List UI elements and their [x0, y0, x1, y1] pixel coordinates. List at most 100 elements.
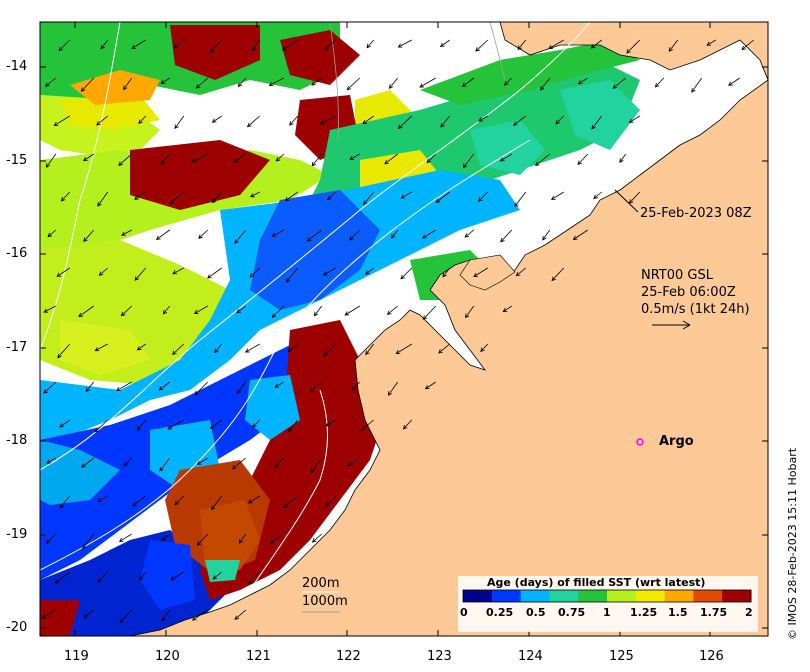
current-arrow	[516, 267, 526, 277]
current-arrow	[169, 191, 185, 205]
current-arrow-head	[741, 45, 747, 51]
current-arrow-head	[198, 234, 203, 239]
current-arrow-head	[619, 158, 624, 163]
current-arrow	[419, 77, 436, 88]
current-arrow-head	[275, 157, 281, 162]
current-arrow-head	[244, 348, 250, 353]
current-arrow	[81, 77, 95, 92]
current-arrow-head	[94, 347, 100, 352]
current-arrow	[274, 381, 284, 388]
current-arrow	[626, 39, 641, 54]
current-arrow	[123, 457, 133, 467]
current-arrow-head	[400, 194, 406, 199]
current-arrow-head	[234, 239, 239, 244]
current-arrow	[276, 153, 285, 162]
current-arrow-head	[347, 462, 352, 467]
current-arrow	[134, 191, 146, 200]
current-arrow	[462, 77, 474, 87]
current-arrow	[464, 229, 474, 238]
current-arrow-head	[96, 121, 101, 126]
current-arrow-head	[366, 43, 371, 49]
current-arrow-head	[134, 276, 140, 281]
colorbar-swatch	[491, 590, 522, 602]
current-arrow-head	[475, 47, 480, 52]
bathymetry-contours	[40, 22, 591, 591]
current-arrow	[59, 419, 70, 428]
current-arrow-head	[502, 307, 508, 313]
lat-tick-20: -20	[6, 620, 28, 635]
current-arrow-head	[174, 124, 179, 130]
current-arrow	[400, 191, 412, 199]
current-arrow	[247, 115, 261, 127]
current-arrow	[132, 495, 146, 507]
current-arrow	[504, 77, 513, 86]
current-arrow-head	[251, 46, 256, 52]
current-arrow-head	[310, 468, 316, 474]
current-arrow-head	[419, 83, 424, 88]
current-arrow	[289, 115, 299, 126]
current-arrow	[465, 305, 475, 318]
current-arrow-head	[60, 196, 66, 202]
current-arrow-head	[535, 161, 540, 167]
current-arrow-head	[325, 502, 331, 507]
lon-tick-125: 125	[609, 649, 634, 664]
current-arrow-head	[435, 198, 441, 203]
current-arrow-head	[173, 43, 179, 49]
current-arrow	[551, 267, 565, 281]
current-arrow	[232, 457, 246, 470]
current-arrow	[167, 419, 184, 430]
land-mass	[129, 22, 768, 636]
colorbar-tick-1: 1	[603, 606, 611, 619]
current-arrow-head	[170, 576, 175, 581]
current-arrow-head	[174, 500, 180, 506]
axis-ticks	[40, 22, 768, 636]
current-arrow	[118, 153, 133, 166]
current-arrow-head	[365, 350, 370, 356]
current-arrow-head	[274, 383, 280, 388]
current-arrow	[691, 77, 703, 93]
current-arrow	[121, 305, 133, 316]
current-arrow	[535, 153, 550, 166]
current-arrow	[134, 267, 147, 281]
current-arrow-head	[362, 119, 368, 125]
current-arrow	[478, 115, 488, 122]
current-arrow	[391, 229, 399, 239]
sst-timestamp: 25-Feb-2023 08Z	[640, 206, 752, 221]
current-arrow	[540, 77, 551, 91]
current-arrow	[236, 305, 246, 314]
current-scale-arrow	[652, 320, 691, 330]
current-arrow-head	[160, 79, 166, 85]
current-arrow-head	[462, 163, 468, 169]
current-arrow-head	[167, 425, 172, 430]
current-arrow	[500, 153, 512, 162]
current-arrow	[212, 571, 222, 580]
current-arrow	[119, 609, 133, 623]
current-arrow	[234, 229, 247, 244]
current-arrow	[46, 533, 57, 544]
current-arrow-head	[402, 424, 408, 430]
lat-tick-15: -15	[6, 153, 28, 168]
current-arrow-head	[44, 82, 50, 87]
current-arrow	[138, 115, 147, 124]
current-arrow-head	[118, 537, 124, 542]
current-arrow	[346, 77, 361, 91]
current-arrow-head	[439, 42, 445, 47]
current-arrow-head	[119, 618, 124, 624]
current-arrow-head	[53, 121, 59, 126]
current-arrow	[668, 39, 679, 52]
colorbar-swatch	[607, 590, 637, 602]
current-arrow-head	[461, 82, 467, 88]
current-arrow-head	[81, 463, 86, 468]
current-arrow	[366, 39, 375, 48]
current-arrow	[248, 495, 260, 504]
current-arrow	[269, 77, 284, 86]
lon-tick-121: 121	[246, 649, 271, 664]
current-arrow	[172, 267, 184, 275]
current-arrow	[384, 153, 398, 165]
colorbar-tick-05: 0.5	[526, 606, 546, 619]
current-arrow-head	[56, 272, 62, 277]
argo-float-marker[interactable]	[636, 438, 644, 446]
current-arrow-head	[422, 234, 427, 239]
current-arrow-head	[211, 118, 217, 123]
current-arrow	[307, 229, 322, 242]
